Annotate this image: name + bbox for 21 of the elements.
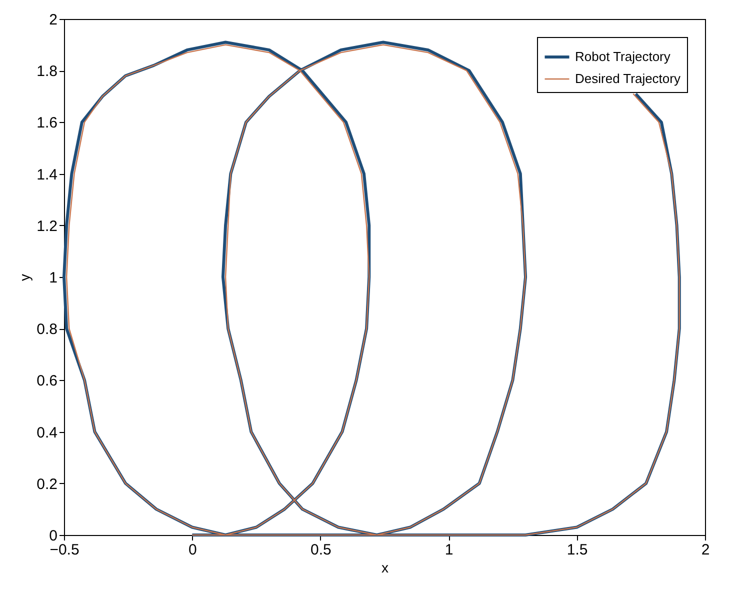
y-tick-label: 0.6: [36, 372, 58, 390]
y-tick-label: 1.8: [36, 63, 58, 80]
y-axis-title: y: [16, 274, 33, 281]
x-tick-label: 2: [701, 542, 710, 558]
y-tick-label: 1.6: [36, 114, 58, 132]
y-tick-label: 2: [49, 12, 58, 28]
y-tick-label: 1.2: [36, 218, 58, 235]
x-axis-title: x: [382, 560, 388, 576]
y-tick-label: 0.8: [36, 321, 58, 338]
y-tick-label: 0.2: [36, 476, 58, 493]
legend-label: Robot Trajectory: [575, 49, 671, 64]
y-tick-label: 1.4: [36, 166, 58, 184]
x-tick-label: 0: [188, 542, 197, 558]
x-tick-label: −0.5: [50, 542, 80, 558]
legend-label: Desired Trajectory: [575, 71, 681, 86]
x-tick-label: 0.5: [310, 542, 332, 558]
y-tick-label: 0: [49, 528, 58, 544]
y-tick-label: 1: [49, 270, 58, 286]
x-tick-label: 1: [444, 542, 454, 558]
x-tick-label: 1.5: [566, 542, 588, 558]
y-tick-label: 0.4: [36, 424, 58, 442]
